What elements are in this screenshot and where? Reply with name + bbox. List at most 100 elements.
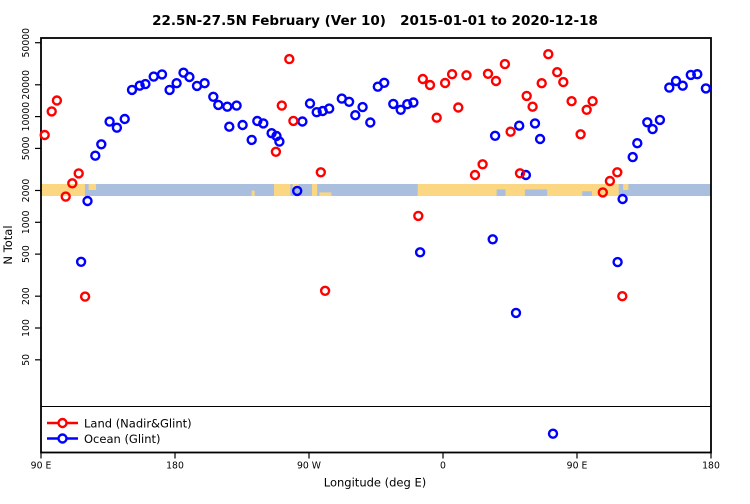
data-point-land bbox=[597, 187, 608, 198]
data-point-land bbox=[505, 126, 516, 137]
x-tick-label: 180 bbox=[702, 461, 720, 472]
data-point-ocean bbox=[365, 117, 376, 128]
legend-marker-ocean bbox=[57, 433, 68, 444]
y-tick-label: 5000 bbox=[21, 137, 32, 161]
data-point-land bbox=[536, 77, 547, 89]
data-point-ocean bbox=[237, 119, 248, 131]
data-point-ocean bbox=[126, 84, 138, 96]
coast-band-ocean-notch bbox=[524, 189, 548, 196]
data-point-ocean bbox=[414, 247, 426, 258]
data-point-ocean bbox=[642, 117, 653, 128]
data-point-land bbox=[79, 291, 91, 302]
data-point-land bbox=[617, 291, 628, 302]
data-point-ocean bbox=[510, 307, 522, 319]
data-point-land bbox=[413, 210, 424, 222]
data-point-ocean bbox=[343, 96, 355, 108]
axes: 90 E 180 90 W 0 90 E 180 50000 20000 10000 5000 20… bbox=[21, 28, 720, 472]
data-point-ocean bbox=[350, 109, 361, 121]
data-point-land bbox=[482, 68, 494, 80]
data-point-land bbox=[288, 115, 299, 127]
data-point-land bbox=[490, 75, 502, 87]
legend-label-land: Land (Nadir&Glint) bbox=[84, 417, 192, 431]
data-point-ocean bbox=[258, 118, 269, 129]
data-point-ocean bbox=[222, 101, 233, 112]
data-point-ocean bbox=[311, 106, 322, 118]
data-point-ocean bbox=[514, 120, 525, 131]
y-axis-title: N Total bbox=[1, 225, 15, 264]
data-point-ocean bbox=[246, 134, 257, 146]
data-point-land bbox=[552, 66, 563, 78]
x-tick-label: 90 E bbox=[567, 461, 588, 472]
data-point-land bbox=[60, 191, 71, 202]
data-point-ocean bbox=[612, 256, 623, 268]
data-point-ocean bbox=[199, 77, 210, 89]
data-point-land bbox=[612, 167, 623, 178]
x-tick-label: 90 E bbox=[31, 461, 52, 472]
data-point-ocean bbox=[529, 118, 541, 129]
data-point-ocean bbox=[654, 114, 666, 126]
data-point-land bbox=[431, 112, 442, 123]
x-tick-label: 90 W bbox=[297, 461, 321, 472]
data-point-ocean bbox=[670, 75, 682, 87]
data-point-ocean bbox=[520, 169, 532, 181]
data-point-ocean bbox=[156, 69, 168, 80]
x-tick-label: 0 bbox=[440, 461, 446, 472]
data-point-ocean bbox=[324, 103, 335, 114]
data-point-ocean bbox=[134, 80, 145, 91]
data-point-ocean bbox=[534, 133, 546, 145]
data-point-land bbox=[46, 106, 57, 117]
data-point-ocean bbox=[402, 98, 413, 110]
data-point-ocean bbox=[357, 101, 368, 113]
legend bbox=[41, 405, 711, 444]
data-point-ocean bbox=[140, 78, 151, 90]
data-point-ocean bbox=[111, 122, 123, 133]
y-tick-label: 200 bbox=[21, 287, 32, 305]
data-point-ocean bbox=[297, 116, 308, 127]
data-point-land bbox=[527, 101, 538, 112]
data-point-land bbox=[566, 95, 577, 107]
chart-title: 22.5N-27.5N February (Ver 10) 2015-01-01… bbox=[152, 13, 598, 29]
data-point-ocean bbox=[304, 98, 316, 109]
data-point-ocean bbox=[231, 100, 242, 111]
coast-band-ocean-notch bbox=[582, 191, 592, 196]
data-point-ocean bbox=[632, 137, 643, 149]
data-point-ocean bbox=[164, 84, 175, 96]
data-point-land bbox=[417, 73, 428, 85]
data-point-ocean bbox=[184, 71, 195, 83]
data-point-ocean bbox=[547, 428, 559, 439]
data-point-land bbox=[477, 159, 488, 170]
data-point-land bbox=[575, 129, 586, 140]
x-tick-label: 180 bbox=[166, 461, 184, 472]
legend-label-ocean: Ocean (Glint) bbox=[84, 432, 161, 446]
coast-band-land bbox=[251, 190, 255, 196]
legend-marker-land bbox=[57, 417, 68, 429]
coast-band-land bbox=[623, 184, 629, 190]
data-point-ocean bbox=[395, 104, 406, 116]
data-point-ocean bbox=[627, 151, 638, 163]
data-point-land bbox=[424, 79, 436, 91]
data-point-ocean bbox=[664, 82, 675, 93]
y-tick-label: 500 bbox=[21, 245, 32, 263]
coast-band-land bbox=[417, 184, 619, 196]
y-tick-label: 50 bbox=[21, 354, 32, 366]
y-tick-label: 20000 bbox=[21, 70, 32, 100]
data-point-land bbox=[319, 285, 331, 296]
data-point-ocean bbox=[487, 234, 498, 245]
data-point-ocean bbox=[489, 130, 501, 142]
data-point-ocean bbox=[213, 99, 224, 111]
data-point-ocean bbox=[647, 123, 658, 135]
data-point-land bbox=[453, 102, 464, 113]
data-point-ocean bbox=[208, 91, 219, 103]
data-point-ocean bbox=[700, 83, 712, 94]
data-point-ocean bbox=[104, 116, 115, 127]
data-point-ocean bbox=[75, 256, 87, 267]
data-point-land bbox=[284, 53, 295, 65]
plot-border bbox=[40, 37, 712, 454]
data-point-ocean bbox=[379, 77, 390, 89]
data-point-ocean bbox=[408, 97, 419, 108]
coast-band-land bbox=[311, 184, 318, 196]
x-axis-title: Longitude (deg E) bbox=[324, 476, 426, 490]
data-point-land bbox=[67, 178, 78, 189]
data-point-land bbox=[73, 168, 84, 179]
